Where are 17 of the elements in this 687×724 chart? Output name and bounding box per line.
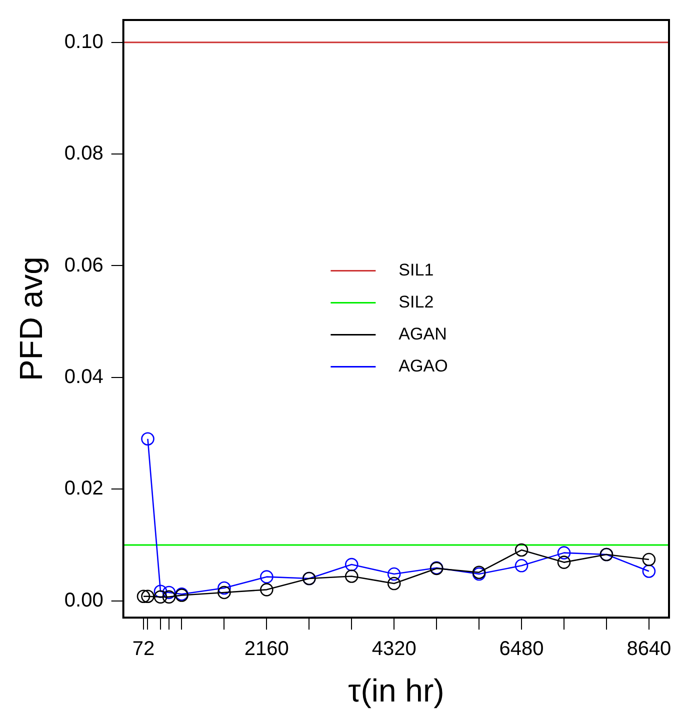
x-tick-label: 72 (132, 638, 155, 660)
x-axis-title: τ(in hr) (348, 672, 444, 709)
x-tick-label: 2160 (244, 638, 289, 660)
y-tick-label: 0.00 (64, 589, 104, 612)
y-tick-label: 0.10 (64, 30, 104, 53)
y-tick-label: 0.02 (64, 478, 104, 500)
y-tick-label: 0.06 (64, 254, 104, 276)
x-tick-label: 8640 (626, 638, 672, 660)
x-tick-label: 6480 (499, 638, 544, 660)
y-tick-label: 0.04 (64, 366, 104, 388)
x-tick-label: 4320 (372, 638, 416, 660)
legend-label: SIL1 (398, 260, 434, 280)
y-tick-label: 0.08 (64, 142, 104, 165)
y-axis-title: PFD avg (13, 256, 50, 382)
legend-label: SIL2 (398, 292, 434, 312)
legend-label: AGAO (398, 356, 448, 376)
legend-label: AGAN (398, 324, 447, 344)
